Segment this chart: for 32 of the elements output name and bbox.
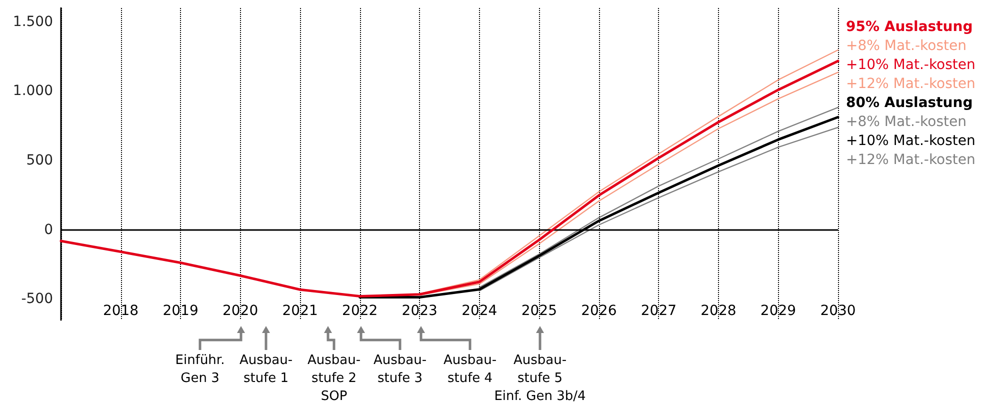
x-tick-label: 2018 bbox=[102, 303, 139, 319]
y-tick-label: 0 bbox=[44, 222, 53, 238]
x-tick-label: 2026 bbox=[581, 303, 617, 319]
x-tick-label: 2029 bbox=[760, 303, 796, 319]
text: Ausbau- stufe 4 bbox=[443, 353, 497, 386]
text: 80% Auslastung bbox=[846, 95, 973, 111]
x-tick-label: 2023 bbox=[402, 303, 438, 319]
text: 95% Auslastung bbox=[846, 19, 973, 35]
series-label: +10% Mat.-kosten bbox=[846, 133, 976, 149]
x-tick-label: 2020 bbox=[222, 303, 258, 319]
series-label: +8% Mat.-kosten bbox=[846, 114, 966, 130]
series-label: +12% Mat.-kosten bbox=[846, 76, 976, 92]
x-tick-label: 2019 bbox=[162, 303, 198, 319]
x-tick-label: 2028 bbox=[700, 303, 736, 319]
x-tick-label: 2025 bbox=[521, 303, 557, 319]
text: Ausbau- stufe 3 bbox=[373, 353, 427, 386]
text: Ausbau- stufe 2 SOP bbox=[307, 353, 361, 404]
x-tick-label: 2027 bbox=[640, 303, 677, 319]
y-tick-label: -500 bbox=[21, 291, 53, 308]
series-label: +12% Mat.-kosten bbox=[846, 152, 976, 168]
y-tick-label: 500 bbox=[26, 152, 53, 169]
text: Ausbau- stufe 1 bbox=[239, 353, 293, 386]
x-tick-label: 2030 bbox=[820, 303, 856, 319]
x-tick-label: 2024 bbox=[462, 303, 498, 319]
y-tick-label: 1.500 bbox=[12, 14, 53, 30]
text: Einführ. Gen 3 bbox=[175, 353, 225, 386]
text: Ausbau- stufe 5 Einf. Gen 3b/4 bbox=[494, 353, 586, 404]
y-tick-label: 1.000 bbox=[12, 83, 53, 100]
x-tick-label: 2021 bbox=[282, 303, 318, 319]
x-tick-label: 2022 bbox=[342, 303, 378, 319]
series-label: +10% Mat.-kosten bbox=[846, 57, 976, 73]
series-label: +8% Mat.-kosten bbox=[846, 38, 966, 54]
